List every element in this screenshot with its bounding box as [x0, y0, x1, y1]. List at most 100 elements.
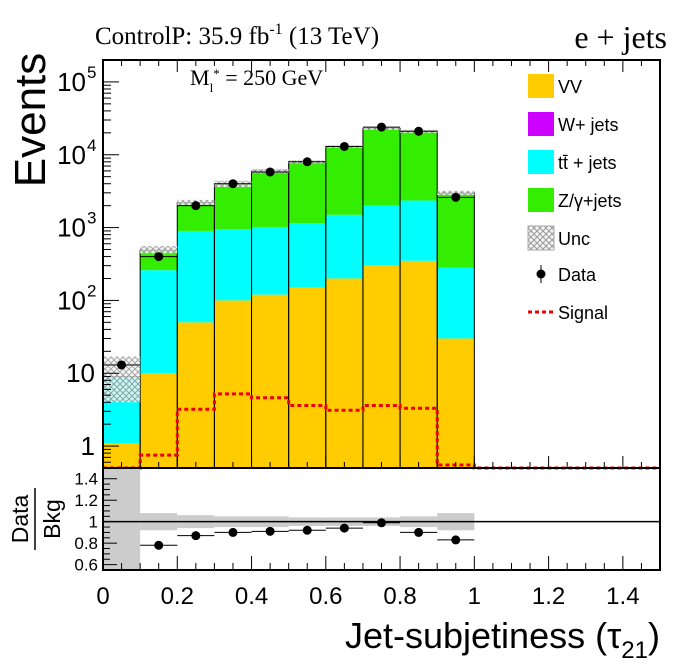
- bar-vv-bin-1: [140, 373, 178, 468]
- legend-label-5: Data: [558, 265, 597, 285]
- main-ytick-label: 10: [66, 358, 95, 388]
- ratio-x-axis: 0 0.2 0.4 0.6 0.8 1 1.2 1.4: [96, 556, 661, 610]
- ratio-point-3: [265, 526, 275, 536]
- data-point-1: [154, 252, 164, 262]
- data-point-3: [228, 179, 238, 189]
- ratio-ytick-label: 0.8: [74, 534, 98, 553]
- data-point-6: [339, 141, 349, 151]
- header-right-title: e + jets: [574, 19, 667, 55]
- legend-swatch-4: [527, 225, 555, 251]
- main-ytick-label: 10: [57, 213, 86, 243]
- ratio-plot: 0.6 0.8 1 1.2 1.4 0 0.2 0.4 0.6 0.8 1 1.2 1.4 Data …: [7, 467, 661, 664]
- data-point-5: [302, 157, 312, 167]
- legend-swatch-3: [528, 188, 554, 212]
- legend-label-1: W+ jets: [558, 115, 619, 135]
- bar-tt-jets-bin-8: [400, 200, 438, 261]
- data-point-0: [117, 360, 127, 370]
- ratio-xtick-label: 1: [468, 583, 481, 610]
- header-left-title: ControlP: 35.9 fb-1 (13 TeV): [95, 21, 379, 50]
- bar-z-jets-bin-3: [214, 183, 252, 230]
- ratio-xtick-label: 0: [96, 583, 109, 610]
- main-ytick-label: 10: [57, 140, 86, 170]
- ratio-point-0: [154, 540, 164, 550]
- ratio-point-6: [377, 518, 386, 528]
- legend-label-6: Signal: [558, 303, 608, 323]
- bar-tt-jets-bin-7: [362, 205, 401, 266]
- legend-marker-data: [536, 269, 546, 279]
- ratio-point-2: [228, 527, 238, 537]
- data-point-7: [377, 122, 386, 132]
- bar-vv-bin-9: [437, 338, 475, 468]
- mass-annotation: Ml* = 250 GeV: [190, 65, 323, 95]
- ratio-xtick-label: 0.6: [309, 583, 342, 610]
- main-ytick-exp: 4: [87, 136, 96, 155]
- ratio-ytick-label: 1.2: [74, 491, 98, 510]
- legend-label-4: Unc: [558, 229, 590, 249]
- bar-vv-bin-5: [288, 287, 326, 468]
- main-ytick-exp: 2: [87, 281, 96, 300]
- ratio-y-axis: 0.6 0.8 1 1.2 1.4: [74, 470, 117, 575]
- data-point-9: [451, 192, 461, 202]
- main-x-ticks: [102, 60, 661, 468]
- bar-z-jets-bin-7: [362, 128, 401, 206]
- signal-line: [103, 392, 660, 470]
- ratio-point-5: [339, 523, 349, 533]
- main-ytick-exp: 5: [87, 63, 96, 82]
- bar-vv-bin-3: [214, 300, 252, 468]
- bar-z-jets-bin-4: [251, 170, 289, 227]
- legend-label-2: tt̄ + jets: [558, 153, 617, 173]
- bar-tt-jets-bin-9: [437, 267, 475, 339]
- ratio-x-label: Jet-subjetiness (τ21): [345, 615, 660, 664]
- data-points: [103, 122, 475, 370]
- ratio-uncertainty-band: [103, 468, 475, 570]
- ratio-xtick-label: 0.2: [161, 583, 194, 610]
- bar-tt-jets-bin-2: [177, 230, 215, 323]
- ratio-band-bin-0: [103, 468, 141, 570]
- ratio-point-8: [451, 535, 461, 545]
- legend-swatch-2: [528, 150, 554, 174]
- ratio-xtick-label: 1.2: [532, 583, 565, 610]
- bar-z-jets-bin-6: [325, 146, 363, 215]
- ratio-ytick-label: 1: [89, 513, 98, 532]
- ratio-xtick-label: 1.4: [606, 583, 639, 610]
- data-point-8: [414, 126, 424, 136]
- bar-z-jets-bin-8: [400, 131, 438, 201]
- main-ytick-label: 1: [81, 431, 95, 461]
- legend-swatch-1: [528, 112, 554, 136]
- bar-vv-bin-7: [362, 265, 401, 468]
- bar-tt-jets-bin-5: [288, 223, 326, 288]
- main-ytick-label: 10: [57, 285, 86, 315]
- bar-tt-jets-bin-1: [140, 270, 178, 374]
- bar-tt-jets-bin-3: [214, 229, 252, 301]
- legend-label-0: VV: [558, 77, 582, 97]
- legend-swatch-0: [528, 74, 554, 98]
- data-point-4: [265, 167, 275, 177]
- ratio-points: [140, 518, 475, 550]
- bar-vv-bin-4: [251, 294, 289, 468]
- ratio-point-4: [302, 525, 312, 535]
- ratio-xtick-label: 0.4: [235, 583, 268, 610]
- bar-vv-bin-8: [400, 260, 438, 468]
- ratio-point-1: [191, 531, 201, 541]
- ratio-y-label: Data Bkg: [7, 488, 65, 550]
- bar-z-jets-bin-9: [437, 192, 475, 268]
- signal-step-line: [103, 392, 660, 470]
- unc-band-bin-1: [140, 245, 178, 254]
- svg-text:Bkg: Bkg: [39, 499, 65, 539]
- legend-label-3: Z/γ+jets: [558, 191, 622, 211]
- bar-tt-jets-bin-4: [251, 226, 289, 295]
- main-ytick-label: 10: [57, 67, 86, 97]
- data-point-2: [191, 201, 201, 211]
- bar-vv-bin-6: [325, 278, 363, 468]
- ratio-ytick-label: 1.4: [74, 470, 98, 489]
- svg-text:Data: Data: [7, 495, 33, 544]
- stacked-histogram: [102, 127, 475, 469]
- main-y-label: Events: [6, 53, 55, 188]
- bar-z-jets-bin-5: [288, 161, 326, 224]
- legend: VV W+ jets tt̄ + jets Z/γ+jets Unc Data Signal: [527, 74, 622, 323]
- bar-vv-bin-2: [177, 322, 215, 468]
- ratio-ytick-label: 0.6: [74, 556, 98, 575]
